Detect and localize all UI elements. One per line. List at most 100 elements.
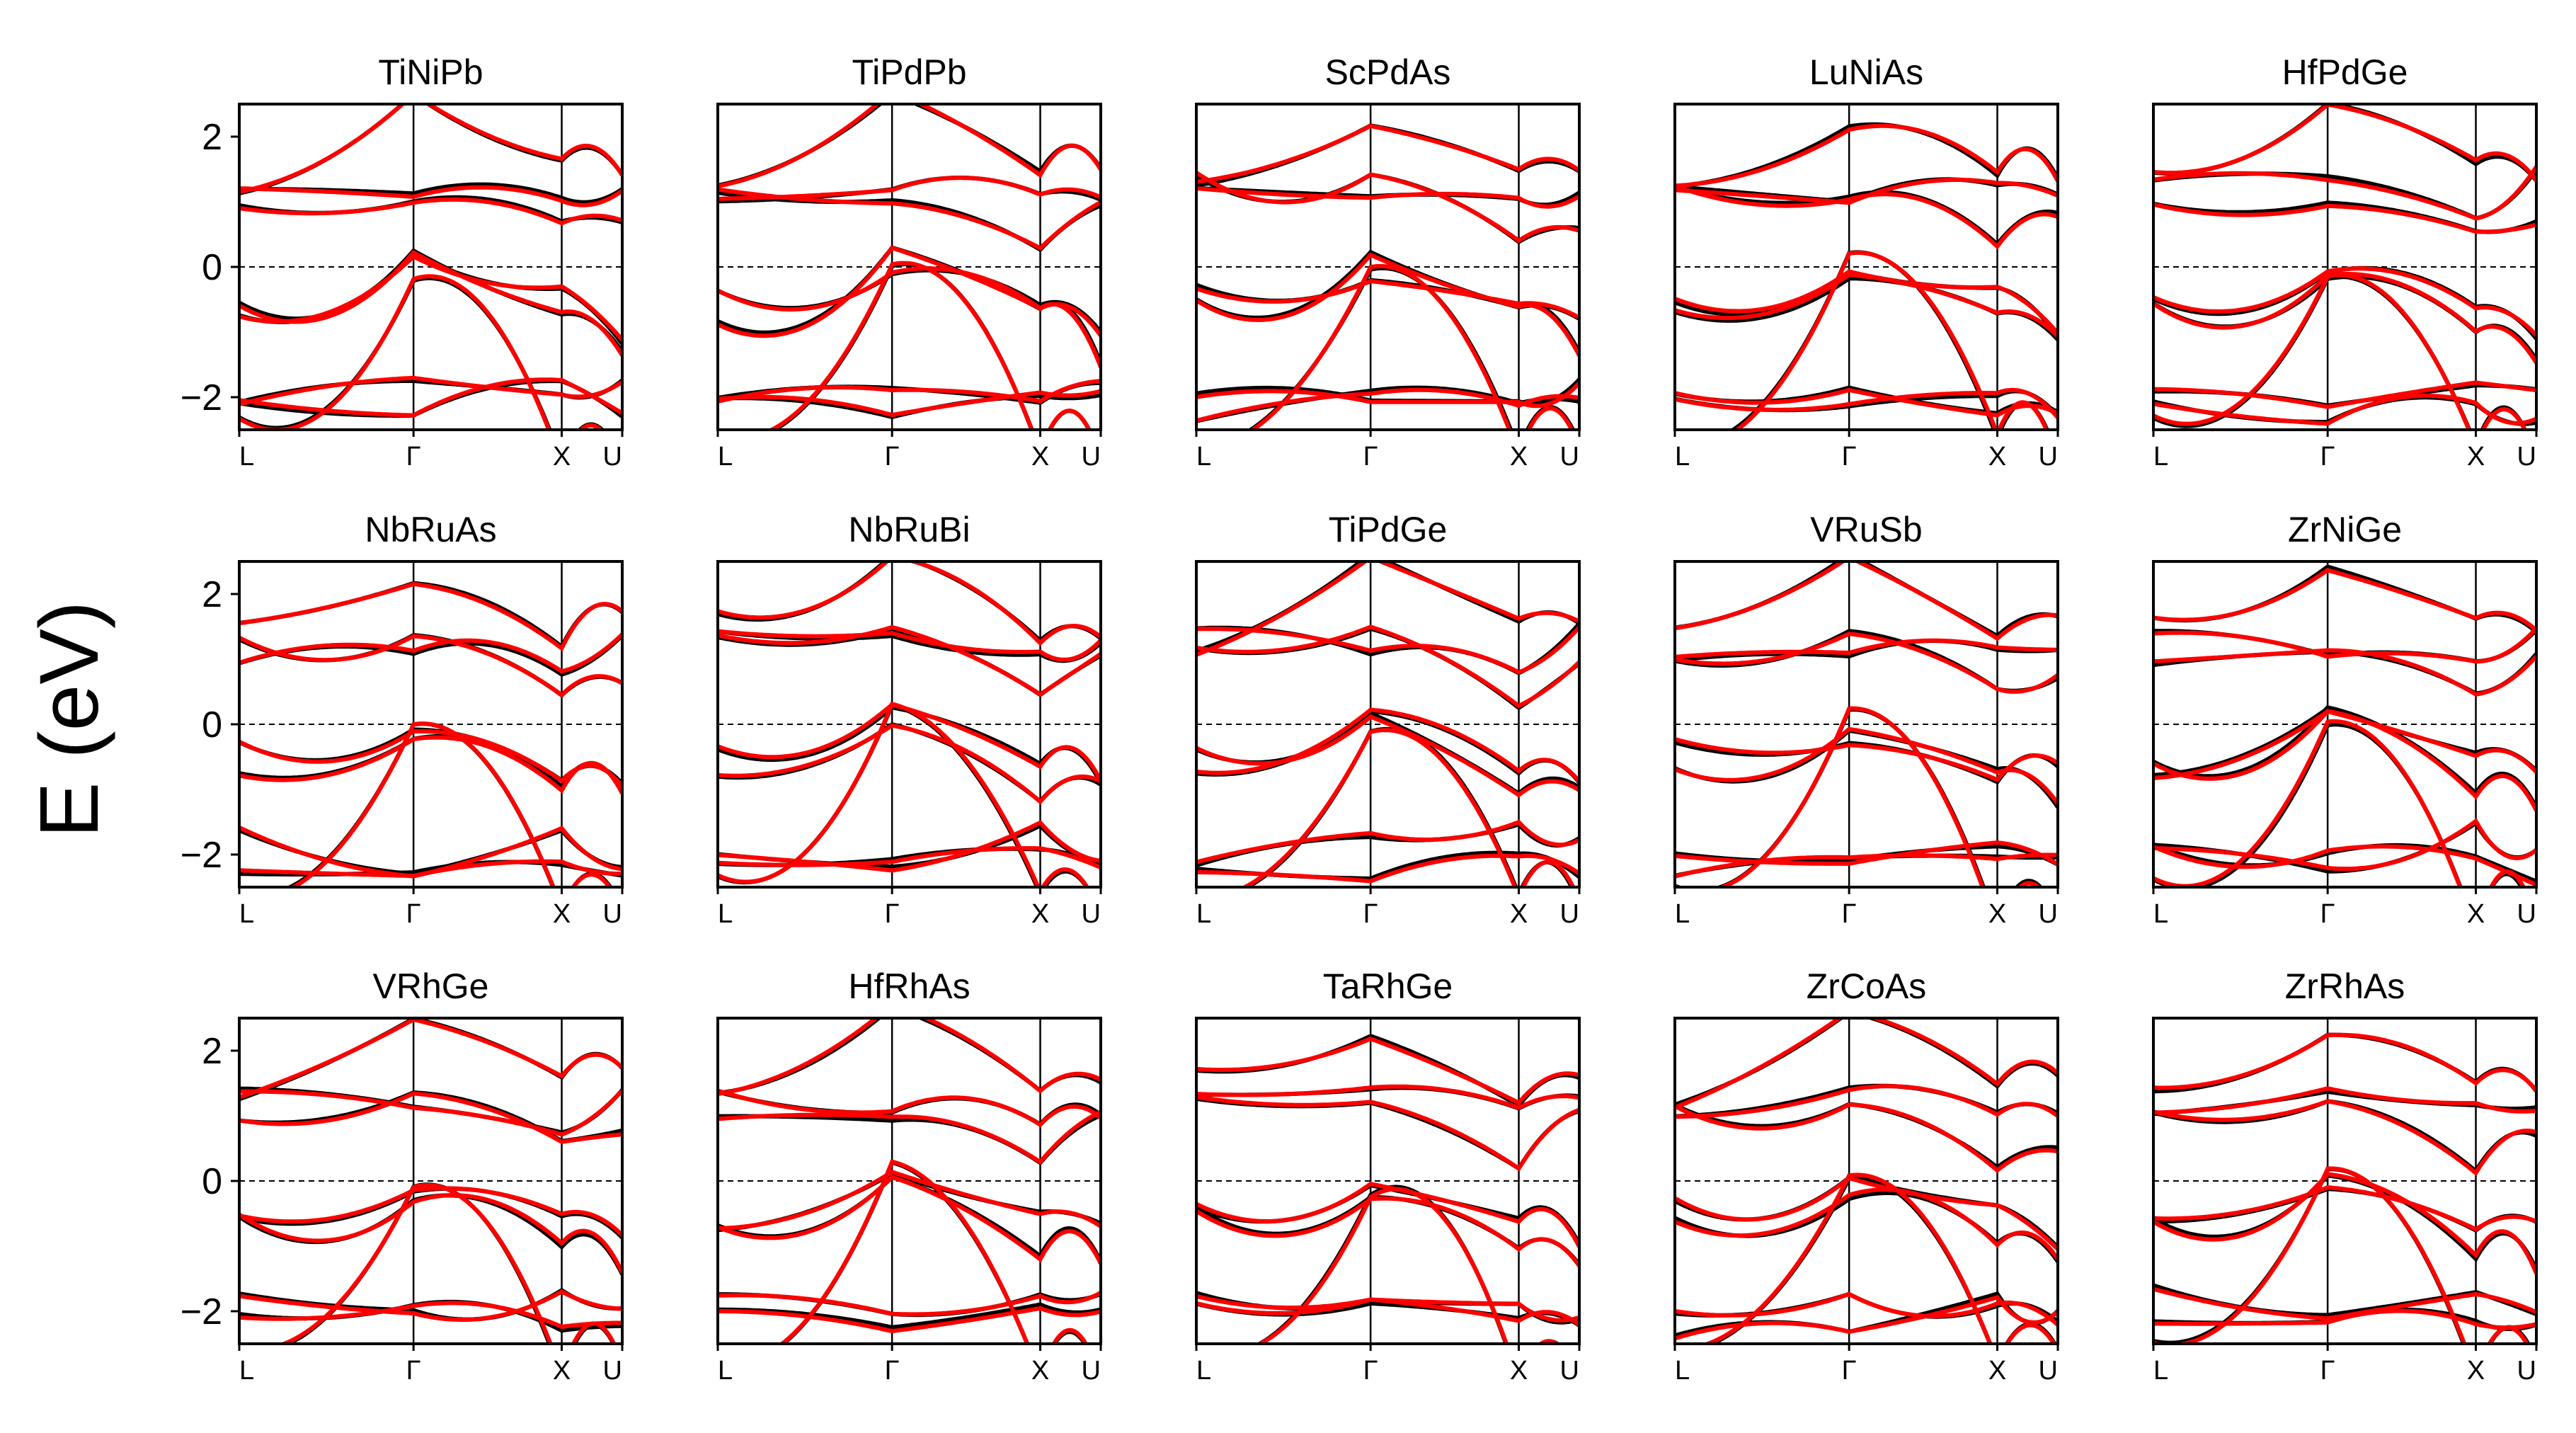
x-tick-label: U [2039, 899, 2058, 929]
panel-title: VRhGe [373, 966, 489, 1006]
red-band-line [718, 1088, 1101, 1128]
x-tick-label: X [1510, 442, 1528, 472]
red-band-line [2153, 709, 2536, 812]
red-band-line [239, 104, 622, 194]
red-band-line [718, 624, 1101, 697]
red-band-line [718, 1174, 1101, 1265]
x-tick-label: Γ [1842, 899, 1857, 929]
red-band-line [239, 1193, 622, 1274]
red-band-line [1196, 624, 1579, 709]
red-band-line [2153, 844, 2536, 887]
red-band-line [1675, 632, 2058, 694]
red-band-line [1675, 1084, 2058, 1119]
axes-frame [716, 103, 1102, 431]
panel-hfrhas: HfRhAs L Γ X U [716, 966, 1102, 1386]
x-tick-label: U [1082, 899, 1101, 929]
red-band-line [1675, 272, 2058, 338]
panel-title: ZrNiGe [2288, 510, 2402, 549]
red-band-line [2153, 380, 2536, 409]
red-band-line [2153, 1185, 2536, 1232]
y-tick-label: 0 [202, 704, 222, 746]
panel-title: ZrRhAs [2285, 966, 2405, 1006]
x-tick-label: X [553, 1356, 571, 1386]
x-tick-label: Γ [2320, 1356, 2335, 1386]
x-tick-label: Γ [885, 899, 900, 929]
red-band-line [718, 389, 1101, 418]
black-band-line [718, 1302, 1101, 1330]
x-tick-label: U [603, 1356, 622, 1386]
red-band-line [1196, 123, 1579, 184]
red-band-line [2153, 568, 2536, 632]
x-tick-label: Γ [2320, 899, 2335, 929]
x-tick-label: U [603, 442, 622, 472]
red-band-line [1256, 1187, 1560, 1344]
red-band-line [1675, 726, 2058, 805]
x-tick-label: X [1988, 442, 2006, 472]
panel-title: NbRuBi [848, 510, 970, 549]
x-tick-label: X [2467, 899, 2485, 929]
panel-title: VRuSb [1810, 510, 1922, 549]
red-band-line [239, 1018, 622, 1100]
x-tick-label: Γ [406, 442, 421, 472]
black-band-line [1675, 1018, 2058, 1107]
x-tick-label: L [2153, 899, 2168, 929]
red-band-line [1675, 387, 2058, 418]
y-tick-label: 2 [202, 117, 222, 158]
plot-area: L Γ X U −2 0 2 [181, 560, 624, 929]
red-band-line [1675, 852, 2058, 879]
red-band-line [1240, 728, 1576, 887]
red-band-line [1675, 178, 2058, 205]
panel-vrhge: VRhGe L Γ X U −2 0 2 [181, 966, 624, 1386]
red-band-line [1196, 186, 1579, 209]
red-band-line [1196, 171, 1579, 244]
black-band-line [2153, 1099, 2536, 1175]
black-band-line [2153, 1187, 2536, 1233]
x-tick-label: U [1082, 1356, 1101, 1386]
axes-frame [2152, 1017, 2538, 1345]
black-band-line [1196, 1096, 1579, 1172]
x-tick-label: X [1988, 1356, 2006, 1386]
red-band-line [2153, 1032, 2536, 1092]
black-band-line [2153, 706, 2536, 777]
red-band-line [718, 1110, 1101, 1165]
red-band-line [1196, 853, 1579, 884]
red-band-line [1675, 737, 2058, 782]
x-tick-label: Γ [406, 1356, 421, 1386]
black-band-line [1675, 629, 2058, 693]
x-tick-label: U [603, 899, 622, 929]
red-band-line [2153, 271, 2536, 365]
x-tick-label: Γ [885, 442, 900, 472]
red-band-line [239, 1091, 622, 1145]
x-tick-label: Γ [1363, 1356, 1378, 1386]
red-band-line [718, 245, 1101, 368]
red-band-line [718, 723, 1101, 805]
red-band-line [1196, 714, 1579, 798]
red-band-line [1196, 1196, 1579, 1267]
x-tick-label: L [239, 899, 254, 929]
bands [239, 104, 622, 430]
black-band-line [2153, 274, 2536, 362]
red-band-line [2153, 818, 2536, 872]
red-band-line [239, 632, 622, 674]
red-band-line [1675, 561, 2058, 641]
black-band-line [718, 268, 1101, 334]
red-band-line [718, 1291, 1101, 1317]
red-band-line [718, 1306, 1101, 1334]
panel-title: NbRuAs [365, 510, 496, 549]
red-band-line [2153, 648, 2536, 697]
black-band-line [239, 379, 622, 418]
x-tick-label: X [1988, 899, 2006, 929]
black-band-line [2153, 1283, 2536, 1318]
black-band-line [1675, 707, 2044, 887]
x-tick-label: L [1675, 442, 1690, 472]
red-band-line [718, 1169, 1101, 1231]
red-band-line [2153, 393, 2536, 426]
bands [718, 1018, 1101, 1344]
red-band-line [778, 1159, 1089, 1344]
bands [2153, 561, 2536, 887]
panel-zrnige: ZrNiGe L Γ X U [2152, 510, 2538, 929]
x-tick-label: L [2153, 442, 2168, 472]
